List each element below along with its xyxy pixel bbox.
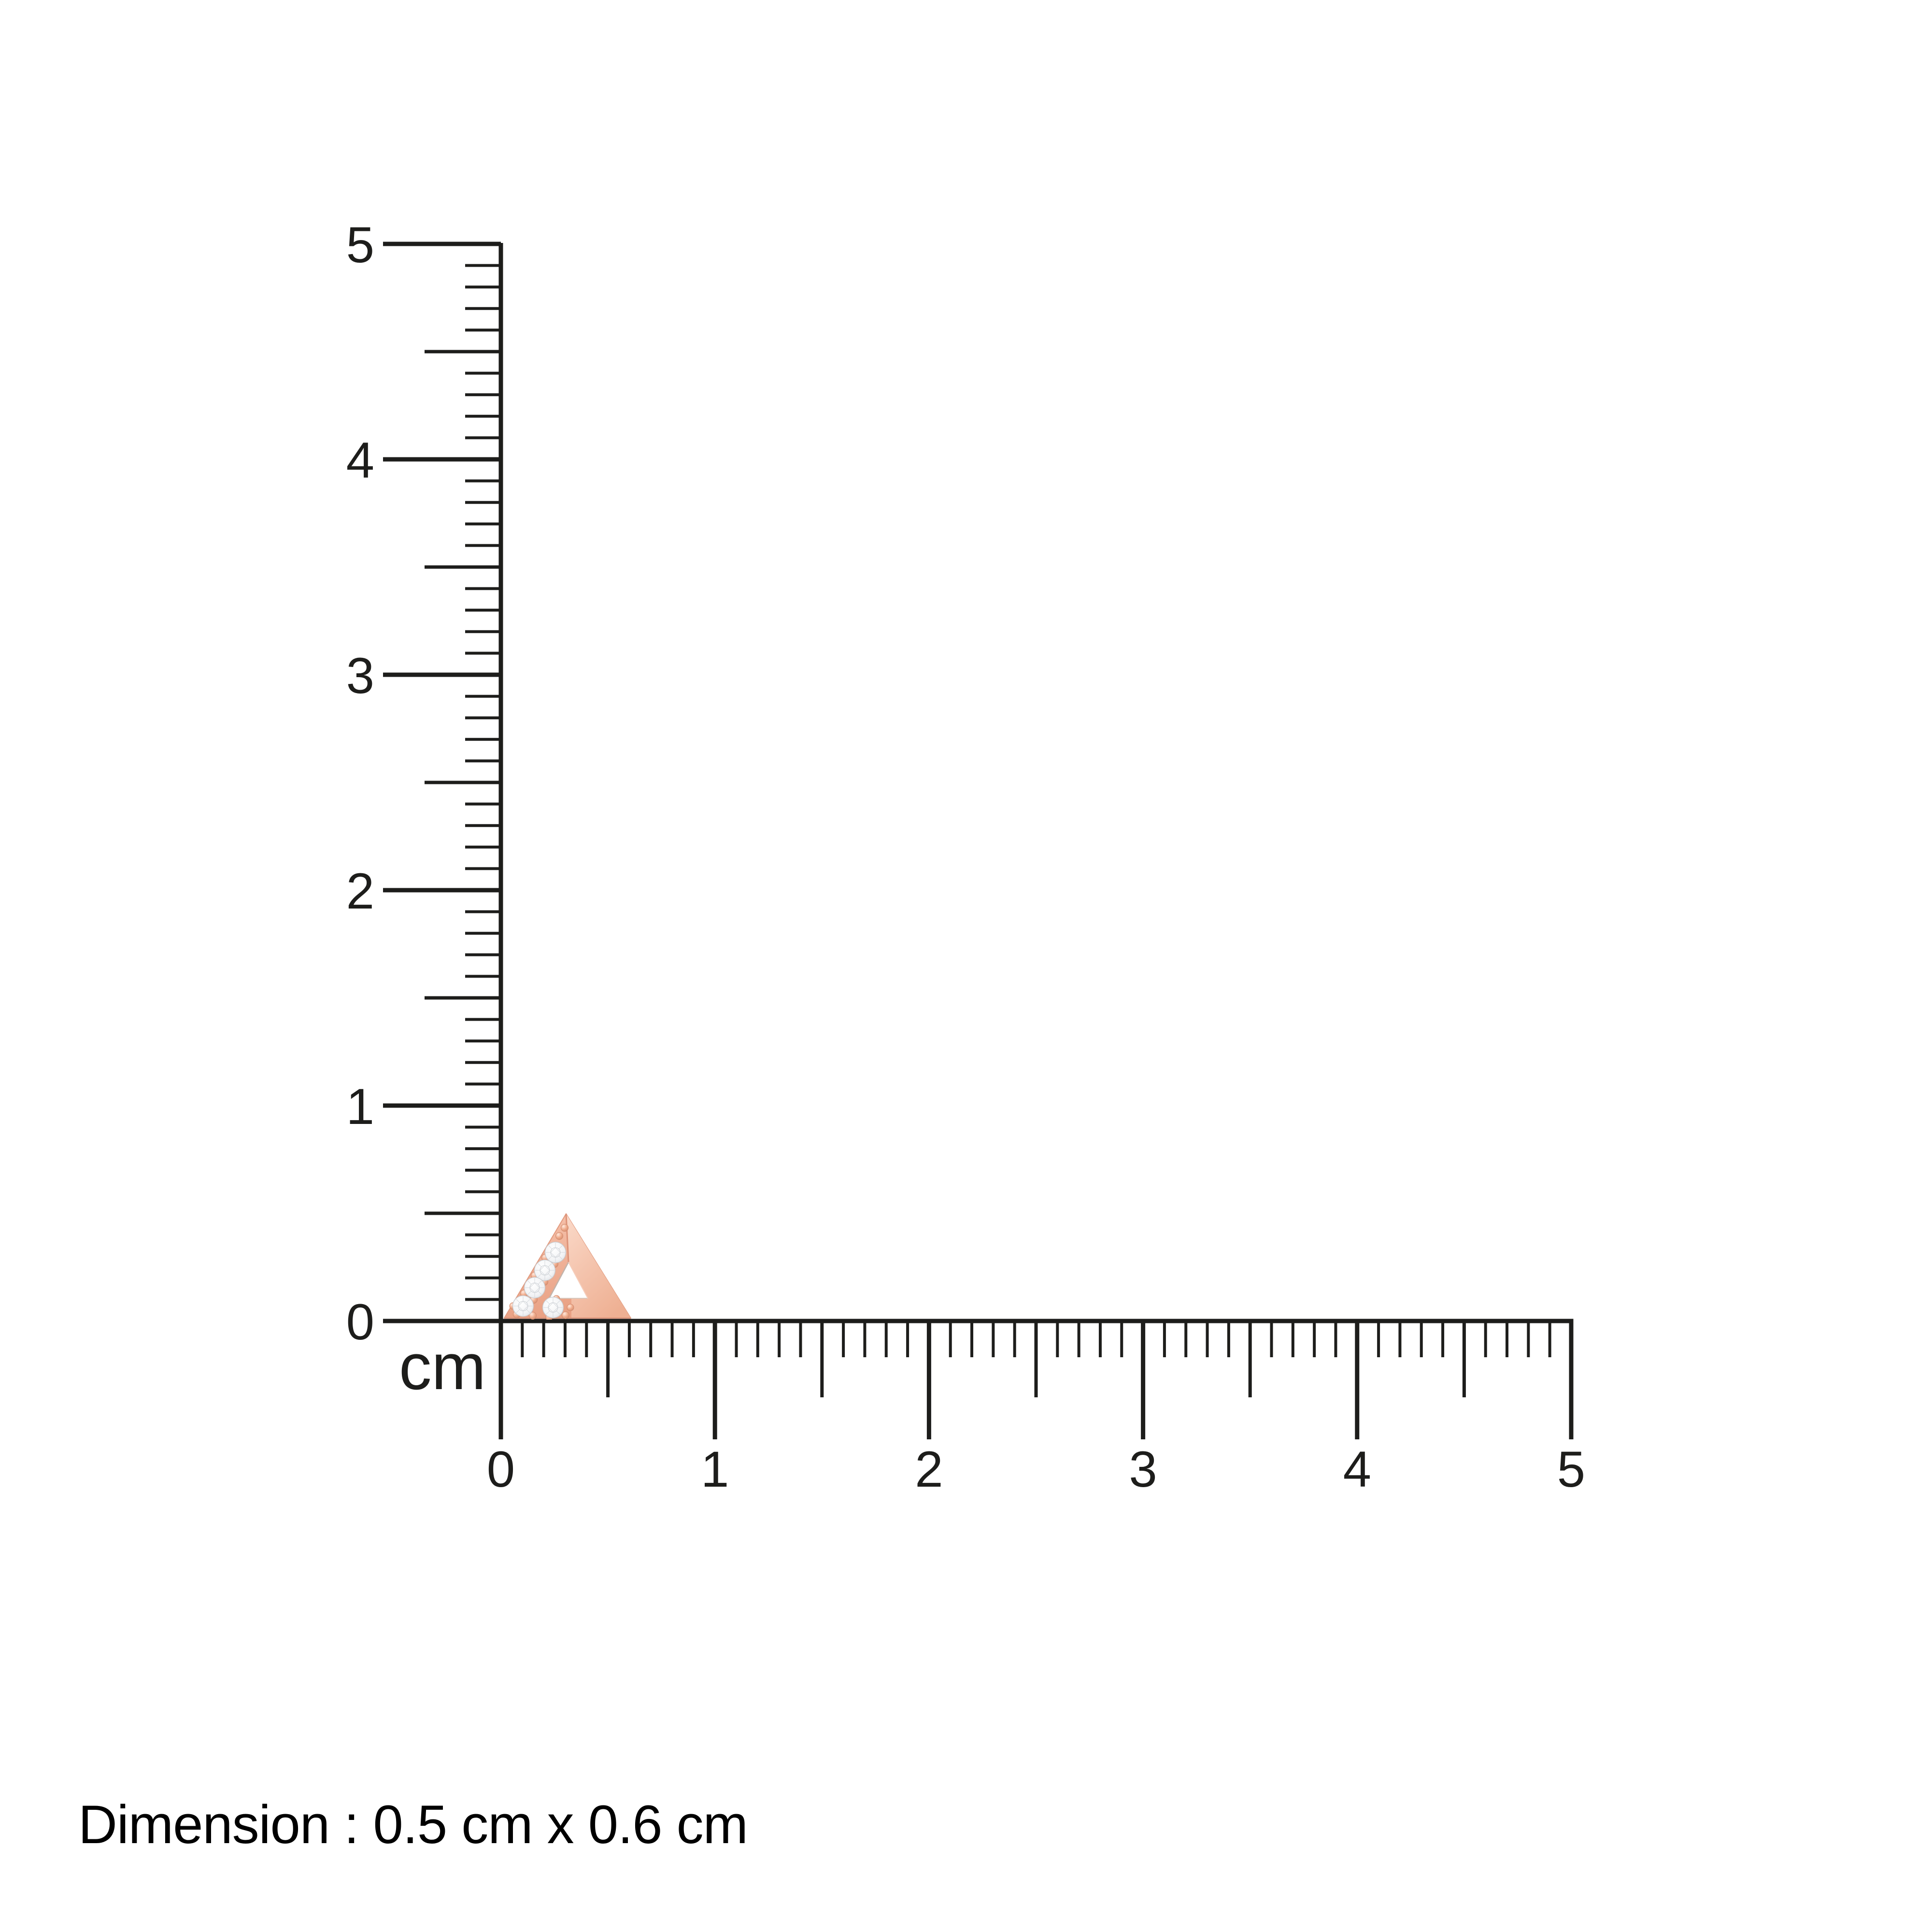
- cutout-left-shadow: [548, 1262, 569, 1299]
- v-ruler-label-3: 3: [346, 648, 374, 704]
- v-ruler-label-1: 1: [346, 1079, 374, 1135]
- stud-polished-face: [566, 1214, 631, 1318]
- vertical-ruler: 0 1 2 3 4 5: [346, 217, 503, 1350]
- v-ruler-label-0: 0: [346, 1294, 374, 1350]
- v-ruler-label-5: 5: [346, 217, 374, 273]
- stud-apex-bevel-line: [565, 1213, 569, 1263]
- h-ruler-label-1: 1: [701, 1441, 729, 1498]
- v-ruler-label-2: 2: [346, 863, 374, 920]
- h-ruler-label-5: 5: [1557, 1441, 1585, 1498]
- triangle-diamond-stud-image: [504, 1213, 631, 1320]
- dimension-note: Dimension : 0.5 cm x 0.6 cm: [78, 1794, 748, 1855]
- h-ruler-label-2: 2: [915, 1441, 943, 1498]
- cutout-right-highlight: [568, 1262, 588, 1299]
- stud-cutout: [549, 1262, 588, 1298]
- horizontal-ruler: 0 1 2 3 4 5: [383, 1319, 1585, 1498]
- unit-label: cm: [399, 1330, 486, 1403]
- v-ruler-label-4: 4: [346, 432, 374, 489]
- h-ruler-label-0: 0: [487, 1441, 515, 1498]
- h-ruler-label-4: 4: [1343, 1441, 1371, 1498]
- h-ruler-label-3: 3: [1129, 1441, 1157, 1498]
